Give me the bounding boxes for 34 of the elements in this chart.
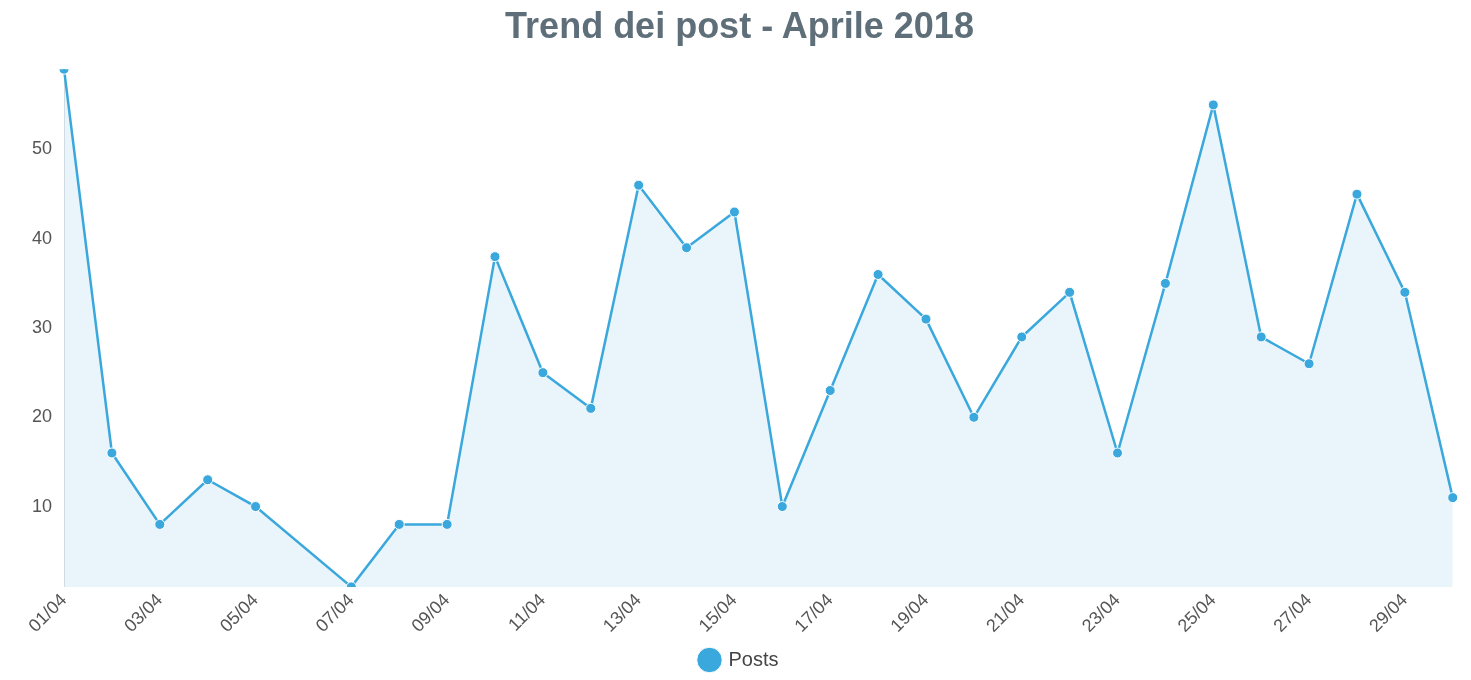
point <box>728 206 740 218</box>
point <box>202 474 214 486</box>
point <box>1016 331 1028 343</box>
y-tick-label: 20 <box>31 406 53 427</box>
point <box>872 268 884 280</box>
point <box>585 402 597 414</box>
point <box>1447 492 1459 504</box>
point <box>1159 277 1171 289</box>
point <box>633 179 645 191</box>
point <box>106 447 118 459</box>
point <box>393 518 405 530</box>
y-tick-label: 10 <box>31 495 53 516</box>
point <box>1303 358 1315 370</box>
point <box>1255 331 1267 343</box>
point <box>776 501 788 513</box>
point <box>1112 447 1124 459</box>
y-tick-label: 30 <box>31 317 53 338</box>
point <box>441 518 453 530</box>
point <box>250 501 262 513</box>
legend-label: Posts <box>728 647 779 670</box>
point <box>1207 99 1219 111</box>
point <box>1351 188 1363 200</box>
point <box>489 251 501 263</box>
point <box>1399 286 1411 298</box>
chart-title: Trend dei post - Aprile 2018 <box>505 4 974 46</box>
point <box>154 518 166 530</box>
point <box>824 385 836 397</box>
point <box>1064 286 1076 298</box>
point <box>920 313 932 325</box>
y-tick-label: 40 <box>31 227 53 248</box>
point <box>968 411 980 423</box>
y-tick-label: 50 <box>31 138 53 159</box>
point <box>681 242 693 254</box>
point <box>537 367 549 379</box>
